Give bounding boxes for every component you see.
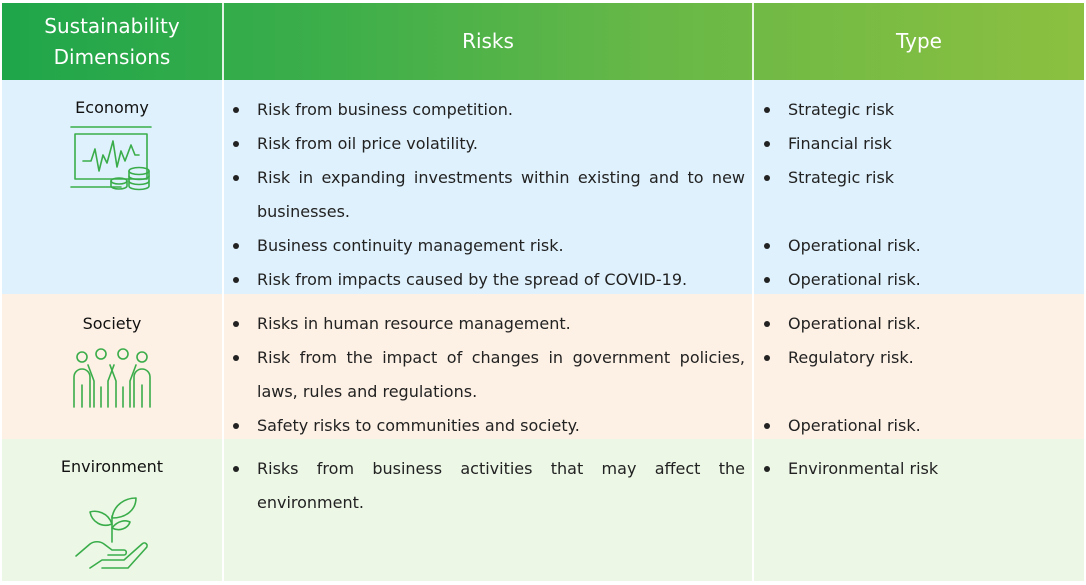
dimension-label: Environment xyxy=(60,457,164,476)
column-divider xyxy=(222,80,224,294)
column-divider xyxy=(752,439,754,581)
header-risks: Risks xyxy=(224,3,752,80)
column-divider xyxy=(222,294,224,439)
dimension-cell: Economy xyxy=(2,98,222,195)
economy-chart-coins-icon xyxy=(70,126,152,191)
header-divider xyxy=(752,3,754,80)
risk-item: Risk from business competition. xyxy=(233,93,745,127)
type-item: Strategic risk xyxy=(764,93,1078,127)
table-header: Sustainability Dimensions Risks Type xyxy=(2,3,1084,80)
column-divider xyxy=(222,439,224,581)
column-divider xyxy=(752,80,754,294)
type-item: Strategic risk xyxy=(764,161,1078,195)
risk-item: Risk from oil price volatility. xyxy=(233,127,745,161)
header-type: Type xyxy=(754,3,1084,80)
type-item: Financial risk xyxy=(764,127,1078,161)
risk-item: Risks in human resource management. xyxy=(233,307,745,341)
header-divider xyxy=(222,3,224,80)
type-item: Operational risk. xyxy=(764,229,1078,263)
risk-item: Business continuity management risk. xyxy=(233,229,745,263)
type-item: Operational risk. xyxy=(764,409,1078,443)
dimension-label: Society xyxy=(82,314,142,333)
risk-item: Risk from impacts caused by the spread o… xyxy=(233,263,745,297)
header-risks-label: Risks xyxy=(462,29,514,53)
risk-item: Risks from business activities that may … xyxy=(233,452,745,520)
risk-item: Risk from the impact of changes in gover… xyxy=(233,341,745,409)
environment-plant-hand-icon xyxy=(75,497,148,569)
society-people-icon xyxy=(73,348,151,408)
type-item: Regulatory risk. xyxy=(764,341,1078,375)
type-item: Operational risk. xyxy=(764,263,1078,297)
row-economy: Economy Risk from business competition. xyxy=(2,80,1084,294)
dimension-label: Economy xyxy=(75,98,149,117)
header-dimensions-label: Sustainability Dimensions xyxy=(44,13,180,69)
risks-list: Risks in human resource management. Risk… xyxy=(233,307,745,443)
row-society: Society xyxy=(2,294,1084,439)
dimension-cell: Environment xyxy=(2,457,222,572)
risks-list: Risk from business competition. Risk fro… xyxy=(233,93,745,297)
types-list: Strategic risk Financial risk Strategic … xyxy=(764,93,1078,297)
type-item: Operational risk. xyxy=(764,307,1078,341)
risk-item: Safety risks to communities and society. xyxy=(233,409,745,443)
risk-table: Sustainability Dimensions Risks Type Eco… xyxy=(2,3,1084,581)
types-list: Environmental risk xyxy=(764,452,1078,486)
dimension-cell: Society xyxy=(2,314,222,413)
column-divider xyxy=(752,294,754,439)
header-dimensions: Sustainability Dimensions xyxy=(2,3,222,80)
type-item: Environmental risk xyxy=(764,452,1078,486)
types-list: Operational risk. Regulatory risk. Opera… xyxy=(764,307,1078,443)
risks-list: Risks from business activities that may … xyxy=(233,452,745,520)
row-environment: Environment Risks from business activiti… xyxy=(2,439,1084,581)
risk-item: Risk in expanding investments within exi… xyxy=(233,161,745,229)
header-type-label: Type xyxy=(896,29,942,53)
